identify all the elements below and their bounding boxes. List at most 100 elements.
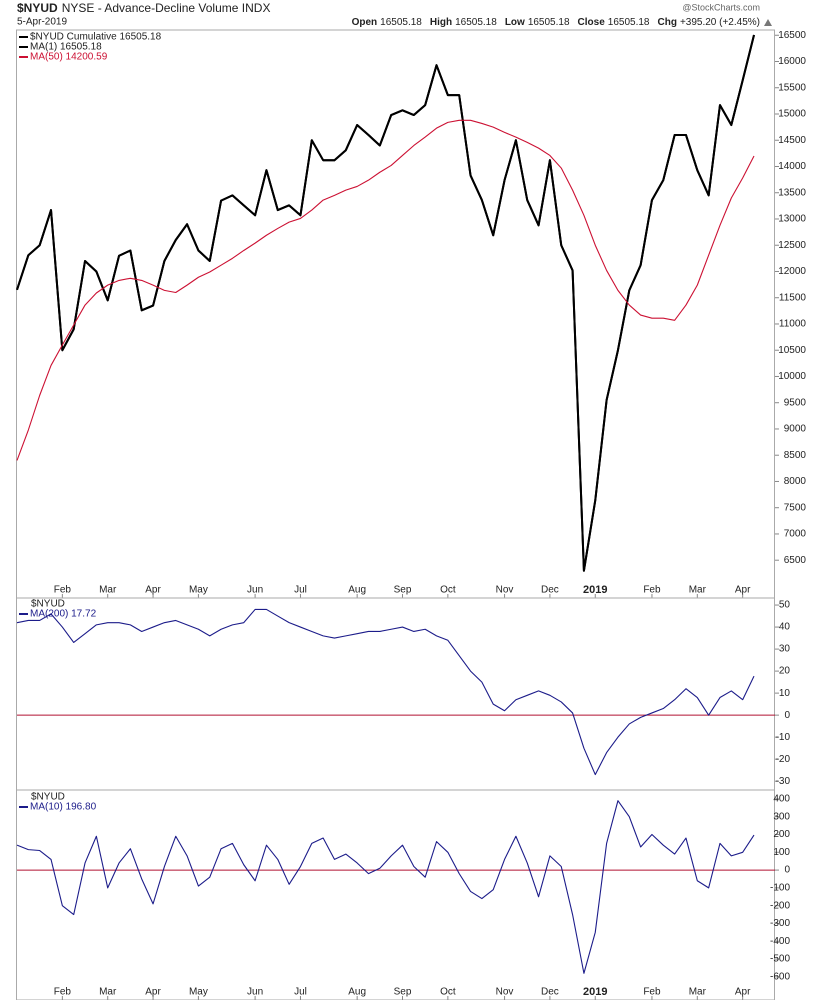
x-tick-label: Oct [440, 585, 456, 596]
y-tick-label: 10 [779, 688, 791, 699]
y-tick-label: -300 [770, 918, 790, 929]
y-tick-label: 8500 [784, 450, 807, 461]
y-tick-label: -30 [776, 776, 791, 787]
quote-value: 16505.18 [380, 17, 422, 28]
quote-label: Chg [657, 17, 676, 28]
x-tick-label: Mar [99, 585, 117, 596]
quote-value: +395.20 (+2.45%) [680, 17, 760, 28]
x-tick-label: Mar [689, 585, 707, 596]
y-tick-label: 14000 [778, 161, 806, 172]
x-tick-label: Apr [145, 987, 161, 998]
line-series [16, 800, 755, 974]
x-tick-label: Jun [247, 987, 263, 998]
panel-frame [16, 29, 775, 599]
y-tick-label: 9500 [784, 397, 807, 408]
y-tick-label: 6500 [784, 555, 807, 566]
y-tick-label: 0 [784, 865, 790, 876]
quote-label: Low [505, 17, 525, 28]
legend-label: MA(50) 14200.59 [30, 52, 108, 63]
y-tick-label: 14500 [778, 135, 806, 146]
x-tick-label: May [189, 987, 208, 998]
x-tick-label: Nov [496, 987, 514, 998]
quote-label: Close [578, 17, 606, 28]
description: NYSE - Advance-Decline Volume INDX [62, 1, 271, 15]
y-tick-label: 16500 [778, 30, 806, 41]
panel-label: $NYUD [31, 599, 65, 610]
x-tick-label: Sep [394, 987, 412, 998]
y-tick-label: 11500 [779, 292, 807, 303]
y-tick-label: 300 [773, 811, 790, 822]
quote-value: 16505.18 [455, 17, 497, 28]
y-tick-label: 10000 [778, 371, 806, 382]
y-tick-label: 13000 [778, 214, 806, 225]
y-tick-label: 7500 [784, 502, 807, 513]
y-tick-label: -600 [770, 972, 790, 983]
x-tick-label: Dec [541, 987, 559, 998]
y-tick-label: -400 [770, 936, 790, 947]
x-tick-label: Aug [348, 987, 366, 998]
line-series [16, 608, 755, 776]
y-tick-label: -10 [776, 732, 791, 743]
y-tick-label: 15500 [778, 82, 806, 93]
watermark: @StockCharts.com [682, 2, 760, 12]
symbol: $NYUD [17, 1, 58, 15]
x-tick-label: Oct [440, 987, 456, 998]
y-tick-label: -20 [776, 754, 791, 765]
x-tick-label: Apr [735, 987, 751, 998]
x-tick-label: Feb [643, 987, 661, 998]
y-tick-label: 16000 [778, 56, 806, 67]
x-tick-label: May [189, 585, 208, 596]
y-tick-label: 8000 [784, 476, 807, 487]
quote-value: 16505.18 [528, 17, 570, 28]
x-tick-label: 2019 [583, 584, 607, 596]
line-series [16, 119, 755, 461]
legend-label: MA(10) 196.80 [30, 802, 97, 813]
y-tick-label: 200 [773, 829, 790, 840]
quote-value: 16505.18 [608, 17, 650, 28]
y-tick-label: 11000 [779, 319, 807, 330]
y-tick-label: 12500 [778, 240, 806, 251]
y-tick-label: 15000 [778, 109, 806, 120]
quote-label: Open [352, 17, 378, 28]
x-tick-label: 2019 [583, 986, 607, 998]
y-tick-label: 20 [779, 666, 791, 677]
x-tick-label: Jul [294, 987, 307, 998]
header-date: 5-Apr-2019 [17, 17, 67, 28]
y-tick-label: 100 [773, 847, 790, 858]
y-tick-label: 400 [773, 794, 790, 805]
y-tick-label: 50 [779, 600, 791, 611]
x-tick-label: Sep [394, 585, 412, 596]
y-tick-label: 9000 [784, 424, 807, 435]
y-tick-label: 10500 [778, 345, 806, 356]
x-tick-label: Nov [496, 585, 514, 596]
panel-frame [16, 597, 775, 791]
menu-icon[interactable] [764, 19, 772, 26]
x-tick-label: Dec [541, 585, 559, 596]
x-tick-label: Feb [643, 585, 661, 596]
y-tick-label: 12000 [778, 266, 806, 277]
header-title: $NYUD NYSE - Advance-Decline Volume INDX [17, 1, 270, 15]
x-tick-label: Mar [689, 987, 707, 998]
x-tick-label: Jun [247, 585, 263, 596]
x-tick-label: Jul [294, 585, 307, 596]
x-tick-label: Aug [348, 585, 366, 596]
panel-label: $NYUD [31, 792, 65, 803]
x-tick-label: Feb [54, 987, 72, 998]
y-tick-label: -100 [770, 883, 790, 894]
y-tick-label: -500 [770, 954, 790, 965]
legend-label: MA(200) 17.72 [30, 609, 97, 620]
y-tick-label: 13500 [778, 187, 806, 198]
y-tick-label: 40 [779, 622, 791, 633]
line-series [16, 34, 755, 572]
y-tick-label: 30 [779, 644, 791, 655]
header-quote: Open 16505.18 High 16505.18 Low 16505.18 Close… [352, 17, 760, 28]
x-tick-label: Apr [145, 585, 161, 596]
x-tick-label: Feb [54, 585, 72, 596]
x-tick-label: Apr [735, 585, 751, 596]
x-tick-label: Mar [99, 987, 117, 998]
quote-label: High [430, 17, 452, 28]
legend-label: $NYUD Cumulative 16505.18 [30, 32, 162, 43]
y-tick-label: -200 [770, 900, 790, 911]
y-tick-label: 7000 [784, 529, 807, 540]
